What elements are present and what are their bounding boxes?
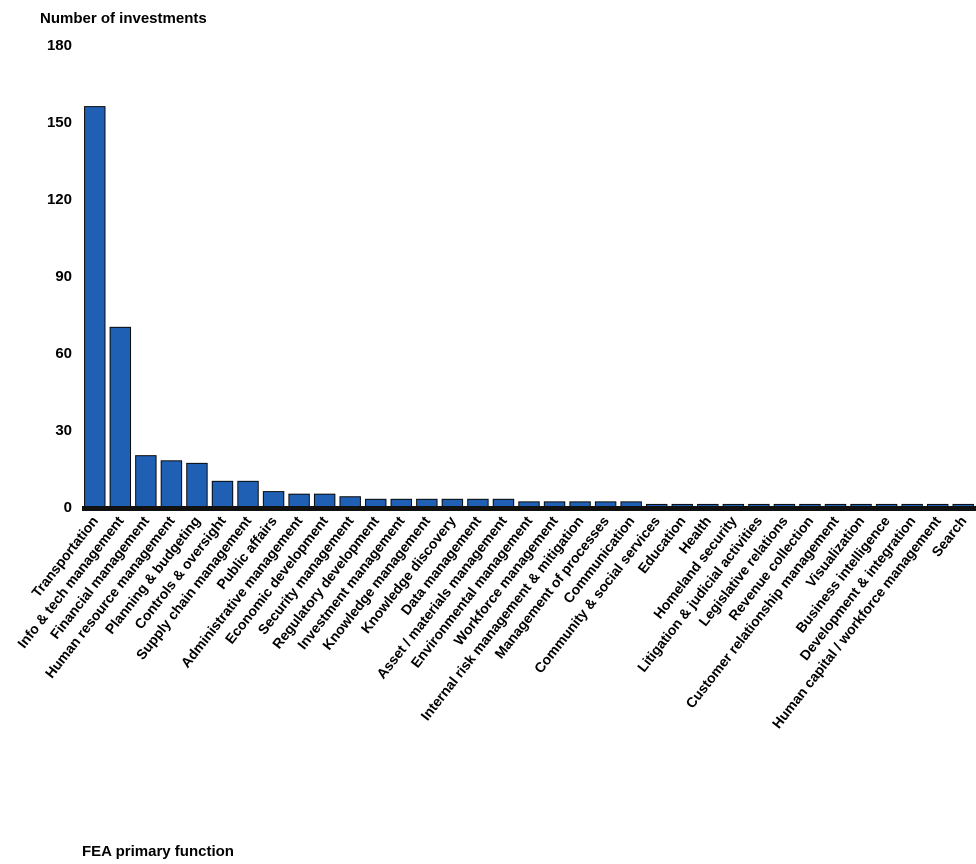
- y-tick-label: 180: [47, 37, 72, 54]
- bar: [187, 463, 207, 507]
- bar: [136, 456, 156, 507]
- y-tick-label: 120: [47, 191, 72, 208]
- bar: [263, 492, 283, 507]
- y-tick-label: 90: [55, 268, 72, 285]
- bar: [238, 481, 258, 507]
- bars: [85, 107, 974, 507]
- bar: [212, 481, 232, 507]
- bar: [85, 107, 105, 507]
- bar: [340, 497, 360, 507]
- y-axis-ticks: 0 30 60 90 120 150 180: [47, 37, 72, 516]
- y-tick-label: 0: [64, 499, 72, 516]
- y-tick-label: 150: [47, 114, 72, 131]
- bar: [493, 499, 513, 507]
- y-axis-title: Number of investments: [40, 10, 207, 27]
- y-tick-label: 30: [55, 422, 72, 439]
- bar: [468, 499, 488, 507]
- bar: [161, 461, 181, 507]
- bar: [391, 499, 411, 507]
- bar: [442, 499, 462, 507]
- bar: [110, 327, 130, 507]
- y-tick-label: 60: [55, 345, 72, 362]
- bar: [314, 494, 334, 507]
- x-axis-title: FEA primary function: [82, 843, 234, 860]
- bar: [289, 494, 309, 507]
- bar: [366, 499, 386, 507]
- bar: [417, 499, 437, 507]
